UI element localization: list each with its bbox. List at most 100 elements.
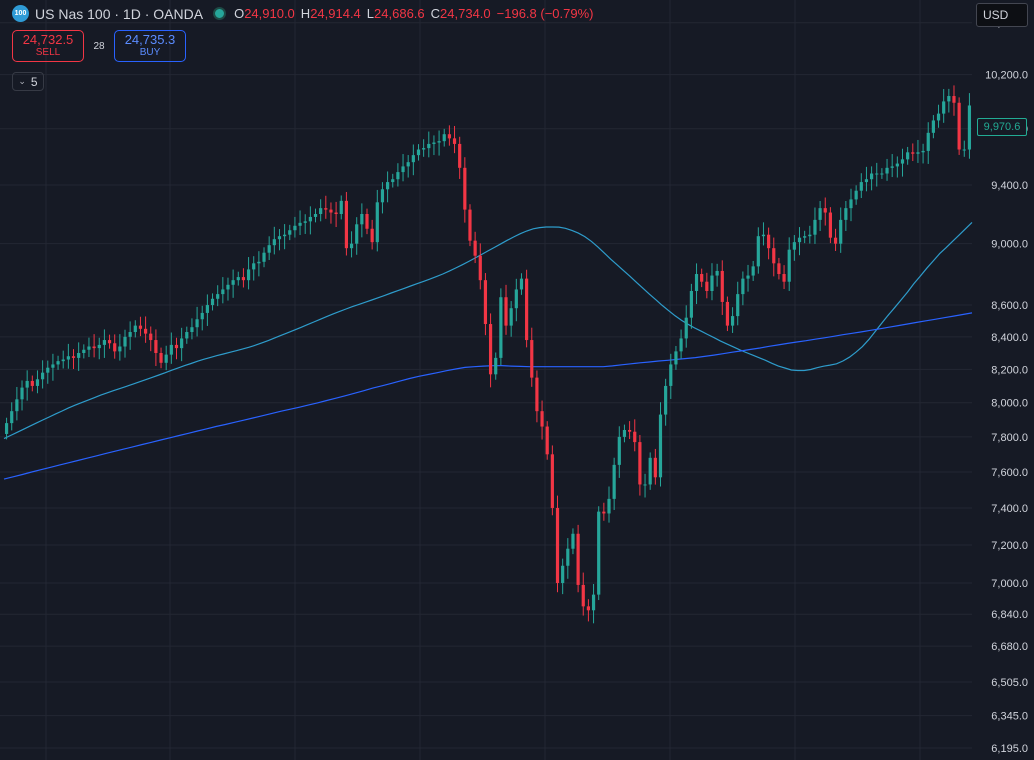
candle bbox=[782, 265, 786, 290]
candle-body bbox=[952, 96, 956, 103]
candle bbox=[741, 271, 745, 306]
candle-body bbox=[226, 284, 230, 290]
candle bbox=[622, 424, 627, 443]
candle bbox=[427, 131, 431, 158]
candle bbox=[442, 128, 446, 147]
candle-body bbox=[283, 234, 287, 237]
candle-body bbox=[885, 167, 889, 174]
candle bbox=[149, 326, 153, 352]
candle-body bbox=[519, 278, 524, 290]
candle-body bbox=[808, 234, 812, 237]
candle-body bbox=[365, 213, 369, 229]
candle bbox=[612, 457, 616, 510]
y-tick-label: 7,800.0 bbox=[991, 432, 1028, 444]
candle-body bbox=[113, 343, 117, 352]
candle bbox=[339, 195, 343, 220]
candle-body bbox=[591, 594, 596, 611]
candle bbox=[730, 307, 735, 333]
buy-button[interactable]: 24,735.3 BUY bbox=[114, 30, 186, 62]
candle-body bbox=[694, 274, 699, 292]
y-tick-label: 8,200.0 bbox=[991, 364, 1028, 376]
candle bbox=[519, 273, 524, 295]
candle-body bbox=[710, 275, 714, 292]
candle-body bbox=[813, 219, 817, 235]
candle bbox=[298, 210, 302, 236]
candle bbox=[329, 202, 333, 224]
candle-body bbox=[427, 143, 431, 149]
candle bbox=[648, 452, 652, 490]
candle bbox=[195, 306, 199, 337]
candle-body bbox=[839, 219, 843, 244]
candle-body bbox=[143, 328, 148, 334]
candle-body bbox=[880, 173, 884, 175]
candle bbox=[15, 386, 19, 421]
candle-body bbox=[926, 132, 930, 151]
indicators-toggle-button[interactable]: ⌄ 5 bbox=[12, 72, 44, 91]
y-tick-label: 6,505.0 bbox=[991, 677, 1028, 689]
candle-body bbox=[370, 228, 374, 243]
candle bbox=[370, 219, 374, 250]
candle bbox=[664, 378, 668, 426]
symbol-logo-icon[interactable]: 100 bbox=[12, 5, 29, 22]
candle-body bbox=[700, 274, 704, 282]
candle-body bbox=[658, 414, 663, 478]
candle-body bbox=[761, 234, 766, 237]
candle-body bbox=[133, 325, 137, 333]
candle-body bbox=[854, 190, 858, 200]
candle bbox=[813, 207, 817, 244]
candle-body bbox=[561, 565, 565, 584]
candle-body bbox=[20, 387, 24, 400]
ma-fast-line bbox=[3, 221, 973, 440]
candle-body bbox=[128, 332, 132, 337]
candle-body bbox=[360, 213, 364, 225]
candle-body bbox=[164, 354, 168, 363]
candle bbox=[890, 154, 894, 178]
candle-body bbox=[25, 380, 29, 388]
candle-body bbox=[416, 149, 421, 156]
candle-body bbox=[241, 277, 246, 281]
candle bbox=[51, 353, 55, 381]
candle-body bbox=[30, 380, 34, 386]
candle bbox=[566, 538, 570, 579]
candle-body bbox=[638, 442, 642, 485]
candle-body bbox=[730, 316, 735, 326]
candle bbox=[375, 189, 379, 252]
candle bbox=[689, 283, 693, 329]
candle bbox=[504, 284, 508, 335]
buy-label: BUY bbox=[139, 47, 161, 58]
currency-selector[interactable]: USD bbox=[976, 3, 1028, 27]
candle-body bbox=[792, 242, 796, 250]
candle-body bbox=[205, 305, 209, 313]
symbol-title[interactable]: US Nas 100 · 1D · OANDA bbox=[35, 5, 204, 22]
candle bbox=[380, 182, 385, 214]
candle-body bbox=[118, 346, 122, 352]
y-tick-label: 8,400.0 bbox=[991, 332, 1028, 344]
candle-body bbox=[844, 208, 848, 220]
candle bbox=[241, 268, 246, 288]
candle-body bbox=[483, 280, 488, 325]
candle-body bbox=[422, 148, 426, 150]
candle bbox=[272, 226, 276, 255]
candle-body bbox=[797, 237, 802, 243]
candle-body bbox=[705, 281, 709, 292]
candle bbox=[869, 166, 874, 191]
candle-body bbox=[195, 319, 199, 328]
candle bbox=[849, 188, 853, 222]
candle-body bbox=[540, 411, 544, 427]
candle-body bbox=[895, 163, 899, 167]
candle bbox=[514, 278, 518, 322]
sell-button[interactable]: 24,732.5 SELL bbox=[12, 30, 84, 62]
candle bbox=[216, 285, 220, 307]
last-price-tag: 9,970.6 bbox=[977, 118, 1027, 136]
candle-body bbox=[15, 399, 19, 412]
candle-body bbox=[447, 134, 451, 139]
candle bbox=[859, 173, 863, 199]
candle bbox=[942, 89, 946, 123]
candle bbox=[772, 237, 776, 277]
candle-body bbox=[746, 275, 750, 279]
candle-body bbox=[46, 367, 50, 373]
trade-panel: 24,732.5 SELL 28 24,735.3 BUY bbox=[12, 30, 186, 62]
candle bbox=[885, 158, 889, 181]
candle-body bbox=[149, 333, 153, 341]
